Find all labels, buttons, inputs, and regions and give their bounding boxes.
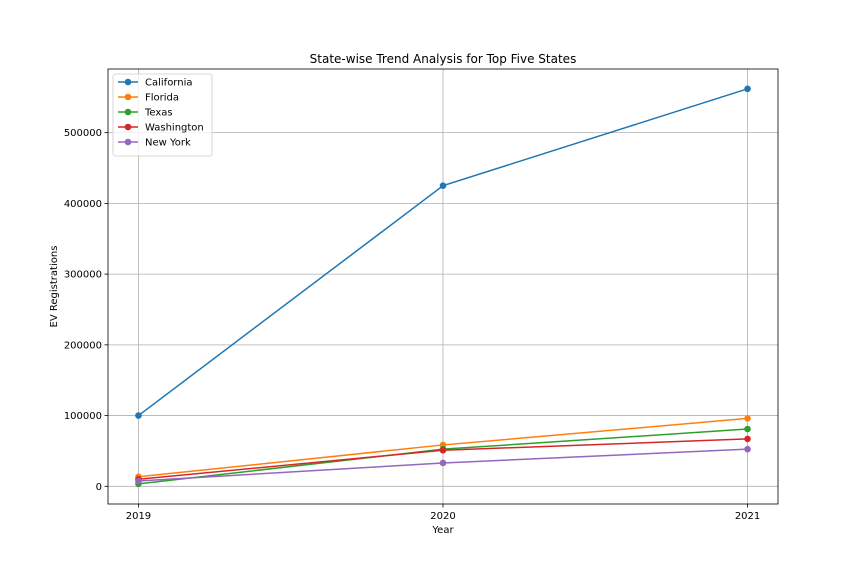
data-point-new-york (744, 445, 751, 453)
y-axis-label: EV Registrations (49, 246, 60, 328)
series-new-york (135, 445, 751, 485)
series-california (135, 85, 751, 419)
legend-swatch-marker (124, 78, 132, 86)
legend-label: Washington (145, 123, 204, 134)
y-tick-label: 100000 (64, 411, 102, 422)
legend-item-florida: Florida (118, 93, 179, 104)
legend-label: California (145, 78, 193, 89)
legend: California Florida Texas Washington New York (112, 73, 213, 157)
chart-title: State-wise Trend Analysis for Top Five S… (310, 52, 577, 66)
legend-box (112, 73, 213, 157)
legend-item-washington: Washington (118, 123, 204, 134)
y-tick-label: 0 (96, 482, 102, 493)
x-axis-label: Year (431, 525, 454, 536)
legend-item-texas: Texas (118, 108, 173, 119)
data-point-washington (744, 435, 751, 443)
axis-ticks: 2019 2020 2021 0 100000 200000 300000 400000 500… (64, 128, 760, 522)
y-tick-label: 500000 (64, 128, 102, 139)
y-tick-label: 300000 (64, 270, 102, 281)
data-point-california (439, 182, 447, 190)
data-point-florida (744, 415, 751, 422)
data-point-washington (439, 446, 447, 454)
grid (108, 69, 778, 504)
y-tick-label: 200000 (64, 340, 102, 351)
legend-label: New York (145, 138, 191, 149)
legend-label: Texas (144, 108, 173, 119)
data-point-texas (744, 425, 751, 433)
series-lines (135, 85, 751, 488)
legend-swatch-marker (124, 108, 132, 116)
data-point-new-york (135, 477, 142, 485)
legend-label: Florida (145, 93, 179, 104)
legend-swatch-marker (124, 138, 132, 146)
legend-swatch-marker (124, 93, 132, 101)
x-tick-label: 2020 (430, 511, 455, 522)
y-tick-label: 400000 (64, 199, 102, 210)
legend-item-new-york: New York (118, 138, 191, 149)
x-tick-label: 2019 (126, 511, 151, 522)
data-point-california (135, 412, 142, 419)
legend-swatch-marker (124, 123, 132, 131)
data-point-california (744, 85, 751, 93)
data-point-new-york (439, 459, 447, 467)
legend-item-california: California (118, 78, 193, 89)
x-tick-label: 2021 (735, 511, 760, 522)
